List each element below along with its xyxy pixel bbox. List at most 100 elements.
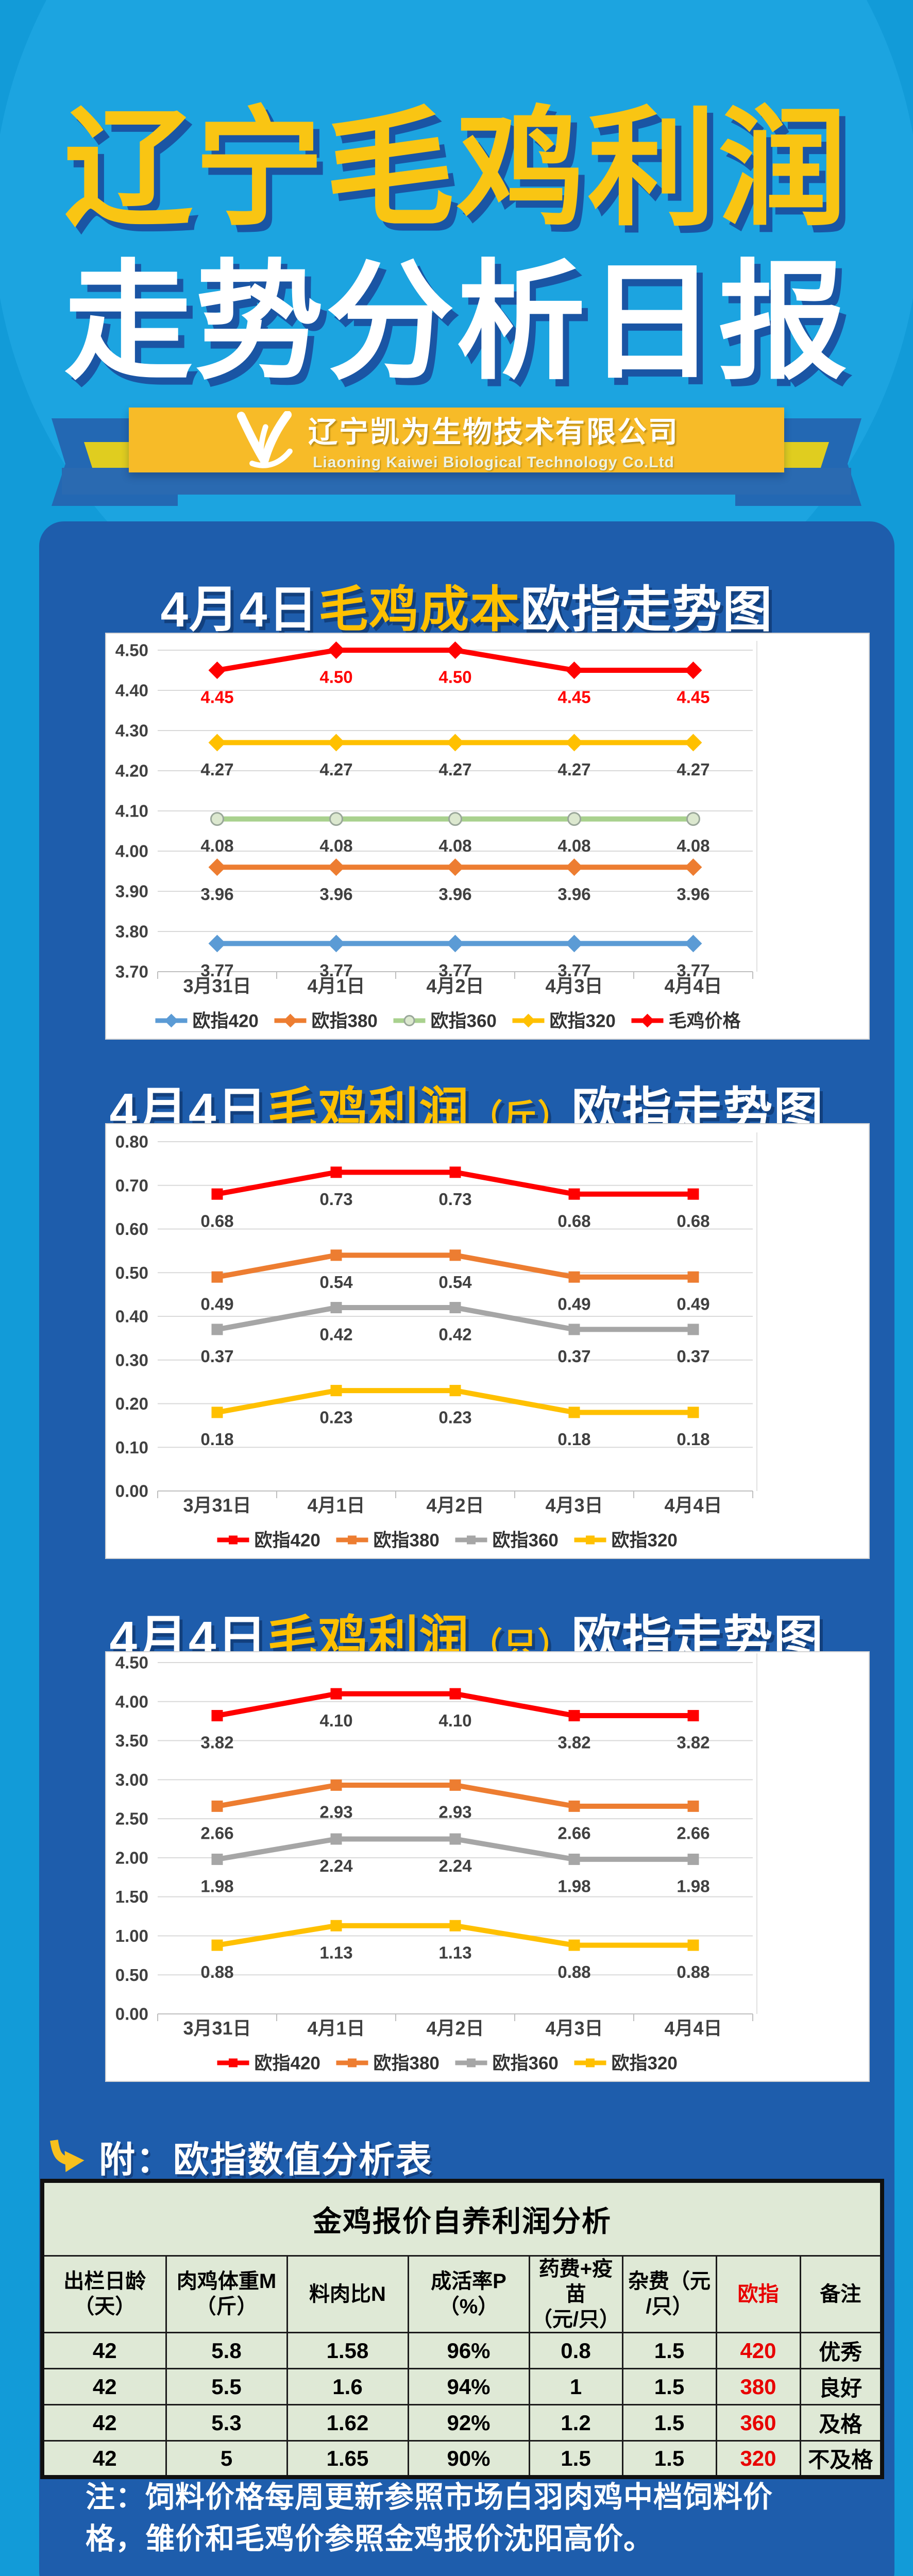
series-毛鸡价格: 4.45 4.50 4.50 4.45 4.45 — [200, 641, 710, 707]
y-tick-label: 0.00 — [115, 2005, 148, 2024]
poster-title-line2: 走势分析日报 — [64, 250, 849, 394]
data-label: 4.50 — [319, 668, 352, 687]
profit-per-bird-chart: 4.50 4.00 3.50 3.00 2.50 2.00 1.50 1.00 0.50 0.00… — [105, 1651, 870, 2082]
data-label: 4.27 — [200, 760, 233, 779]
y-tick-label: 4.50 — [115, 1653, 148, 1672]
data-label: 0.37 — [200, 1347, 233, 1366]
table-cell: 1.6 — [286, 2368, 409, 2406]
data-label: 3.77 — [319, 961, 352, 980]
y-tick-label: 3.70 — [115, 962, 148, 981]
data-label: 0.37 — [677, 1347, 709, 1366]
data-label: 4.08 — [677, 836, 709, 855]
title-suffix: 欧指走势图 — [520, 582, 773, 637]
y-tick-label: 0.40 — [115, 1307, 148, 1326]
column-header: 成活率P （%） — [407, 2255, 530, 2334]
table-cell: 380 — [715, 2368, 801, 2406]
table-cell: 90% — [407, 2440, 530, 2478]
column-header: 备注 — [799, 2255, 883, 2334]
table-cell: 1.5 — [621, 2404, 717, 2442]
table-title: 金鸡报价自养利润分析 — [41, 2180, 883, 2257]
x-tick-label: 4月4日 — [664, 2018, 722, 2039]
table-cell: 42 — [41, 2368, 167, 2406]
data-label: 0.88 — [200, 1962, 233, 1981]
table-row: 42 5.3 1.62 92% 1.2 1.5 360 及格 — [41, 2404, 883, 2442]
data-label: 3.96 — [200, 885, 233, 904]
poster-title-line1: 辽宁毛鸡利润 — [64, 97, 849, 241]
company-logo-icon — [236, 411, 293, 468]
table-cell: 1.5 — [621, 2332, 717, 2370]
x-tick-label: 4月3日 — [545, 975, 603, 996]
legend-label: 欧指360 — [431, 1011, 497, 1031]
table-cell: 94% — [407, 2368, 530, 2406]
data-label: 0.73 — [438, 1190, 471, 1209]
cost-trend-chart: 4.50 4.40 4.30 4.20 4.10 4.00 3.90 3.80 3.70 3月31… — [105, 633, 870, 1040]
y-tick-label: 2.50 — [115, 1809, 148, 1828]
table-cell: 360 — [715, 2404, 801, 2442]
data-label: 0.42 — [319, 1325, 352, 1344]
legend-label: 欧指360 — [493, 2053, 559, 2073]
x-tick-label: 3月31日 — [183, 1495, 251, 1516]
data-label: 0.68 — [200, 1211, 233, 1230]
x-tick-label: 4月4日 — [664, 1495, 722, 1516]
data-label: 4.08 — [319, 836, 352, 855]
column-header: 欧指 — [715, 2255, 801, 2334]
chart-svg: 4.50 4.00 3.50 3.00 2.50 2.00 1.50 1.00 0.50 0.00… — [115, 1653, 757, 2073]
data-label: 0.49 — [200, 1294, 233, 1313]
data-label: 4.08 — [200, 836, 233, 855]
data-label: 4.27 — [319, 760, 352, 779]
table-cell: 5 — [165, 2440, 288, 2478]
series-欧指320: 0.88 1.13 1.13 0.88 0.88 — [200, 1920, 710, 1981]
data-label: 0.68 — [677, 1211, 709, 1230]
x-tick-label: 3月31日 — [183, 2018, 251, 2039]
table-cell: 5.8 — [165, 2332, 288, 2370]
x-tick-label: 4月1日 — [307, 1495, 365, 1516]
legend-label: 欧指360 — [493, 1530, 559, 1550]
data-label: 3.96 — [677, 885, 709, 904]
section-title-cost: 4月4日毛鸡成本欧指走势图 — [39, 569, 894, 641]
legend-label: 欧指320 — [612, 2053, 678, 2073]
table-cell: 0.8 — [528, 2332, 623, 2370]
legend-label: 欧指420 — [193, 1011, 259, 1031]
x-tick-label: 4月4日 — [664, 975, 722, 996]
data-label: 0.37 — [557, 1347, 590, 1366]
table-cell: 1.5 — [621, 2440, 717, 2478]
data-label: 0.18 — [557, 1430, 590, 1449]
series-欧指320: 0.18 0.23 0.23 0.18 0.18 — [200, 1385, 710, 1449]
data-label: 2.93 — [319, 1802, 352, 1821]
series-欧指360: 0.37 0.42 0.42 0.37 0.37 — [200, 1302, 710, 1366]
table-row: 42 5.8 1.58 96% 0.8 1.5 420 优秀 — [41, 2332, 883, 2370]
chart-svg: 0.80 0.70 0.60 0.50 0.40 0.30 0.20 0.10 0.00 3月31… — [115, 1132, 757, 1550]
y-tick-label: 3.90 — [115, 882, 148, 901]
data-label: 2.66 — [677, 1823, 709, 1842]
y-tick-label: 4.00 — [115, 842, 148, 861]
y-tick-label: 0.30 — [115, 1350, 148, 1369]
y-tick-label: 3.80 — [115, 922, 148, 941]
data-label: 4.08 — [557, 836, 590, 855]
y-tick-label: 4.50 — [115, 641, 148, 660]
data-label: 4.10 — [438, 1711, 471, 1730]
column-header: 肉鸡体重M （斤） — [165, 2255, 288, 2334]
data-label: 0.54 — [319, 1273, 353, 1292]
y-tick-label: 0.50 — [115, 1965, 148, 1985]
table-cell: 1.5 — [621, 2368, 717, 2406]
table-cell: 420 — [715, 2332, 801, 2370]
table-cell: 1 — [528, 2368, 623, 2406]
data-label: 4.45 — [677, 688, 709, 707]
data-label: 1.13 — [438, 1943, 471, 1962]
chart-legend: 欧指420 欧指380 欧指360 欧指320 — [217, 1530, 678, 1550]
y-tick-label: 4.40 — [115, 681, 148, 700]
data-label: 4.27 — [677, 760, 709, 779]
data-label: 0.23 — [438, 1408, 471, 1427]
series-欧指320: 4.27 4.27 4.27 4.27 4.27 — [200, 734, 710, 779]
y-tick-label: 4.20 — [115, 761, 148, 781]
column-header: 出栏日龄 （天） — [41, 2255, 167, 2334]
y-tick-label: 0.80 — [115, 1132, 148, 1151]
data-label: 0.54 — [438, 1273, 472, 1292]
data-label: 4.50 — [438, 668, 471, 687]
title-prefix: 4月4日 — [160, 582, 319, 637]
y-tick-label: 0.20 — [115, 1394, 148, 1413]
legend-label: 欧指320 — [550, 1011, 616, 1031]
y-tick-label: 4.10 — [115, 802, 148, 821]
chart-legend: 欧指420 欧指380 欧指360 欧指320 毛鸡价格 — [155, 1011, 741, 1031]
